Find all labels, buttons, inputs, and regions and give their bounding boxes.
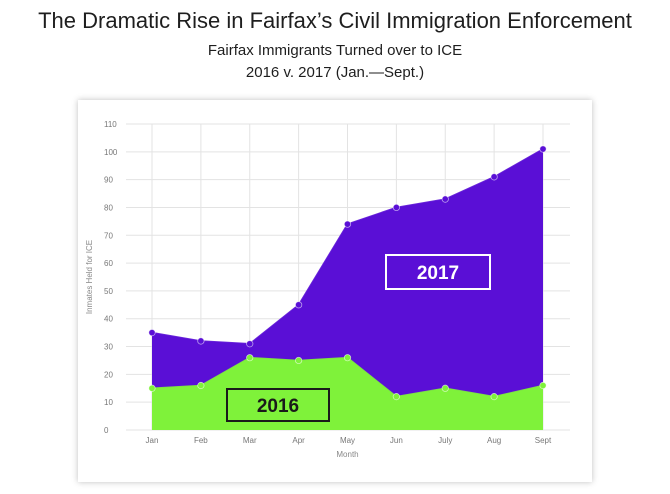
point-2016 [343,354,352,362]
y-tick-label: 0 [104,426,109,435]
point-2017 [148,329,156,337]
y-axis-title: Inmates Held for ICE [85,240,94,314]
point-2017 [441,195,449,203]
x-tick-label: Jun [390,436,403,445]
point-2016 [197,381,205,390]
point-2016 [392,393,400,401]
point-2016 [539,381,547,390]
series-label-box-2016 [226,388,330,422]
series-label-2017: 2017 [417,263,459,284]
x-tick-label: Feb [194,436,208,445]
point-2016 [441,384,449,392]
series-label-2016: 2016 [257,396,299,417]
y-tick-label: 30 [104,343,113,352]
point-2017 [490,173,498,181]
y-tick-label: 10 [104,398,113,407]
y-tick-label: 40 [104,315,113,324]
x-tick-label: Apr [292,436,305,445]
x-tick-label: Jan [146,436,159,445]
series-label-box-2017 [385,254,491,290]
x-axis-title: Month [336,450,358,459]
chart-date-range: 2016 v. 2017 (Jan.—Sept.) [245,64,425,81]
area-chart: 0 10 20 30 40 50 60 70 80 90 100 110 Jan Feb Mar Apr May… [85,120,570,459]
y-tick-label: 20 [104,370,113,379]
area-2016 [152,357,543,430]
point-2016 [490,393,498,401]
point-2016 [246,354,254,362]
chart-subtitle: Fairfax Immigrants Turned over to ICE [207,42,463,59]
y-tick-label: 90 [104,176,113,185]
y-tick-label: 100 [104,148,118,157]
chart-title: The Dramatic Rise in Fairfax’s Civil Imm… [38,8,632,33]
point-2017 [539,145,547,153]
y-tick-label: 110 [104,120,117,129]
point-2017 [343,220,352,228]
x-tick-label: Mar [243,436,257,445]
point-2017 [392,203,400,212]
point-2017 [295,301,303,309]
y-tick-label: 60 [104,259,113,268]
point-2016 [295,356,303,365]
point-2016 [148,384,156,392]
chart-panel: 0 10 20 30 40 50 60 70 80 90 100 110 Jan Feb Mar Apr May… [78,100,592,482]
point-2017 [197,337,205,345]
point-2017 [246,340,254,348]
x-tick-label: Sept [535,436,552,445]
y-tick-label: 50 [104,287,113,296]
x-tick-label: July [438,436,452,445]
y-tick-label: 80 [104,203,113,212]
y-tick-label: 70 [104,231,113,240]
x-tick-label: May [340,436,355,445]
x-tick-label: Aug [487,436,501,445]
